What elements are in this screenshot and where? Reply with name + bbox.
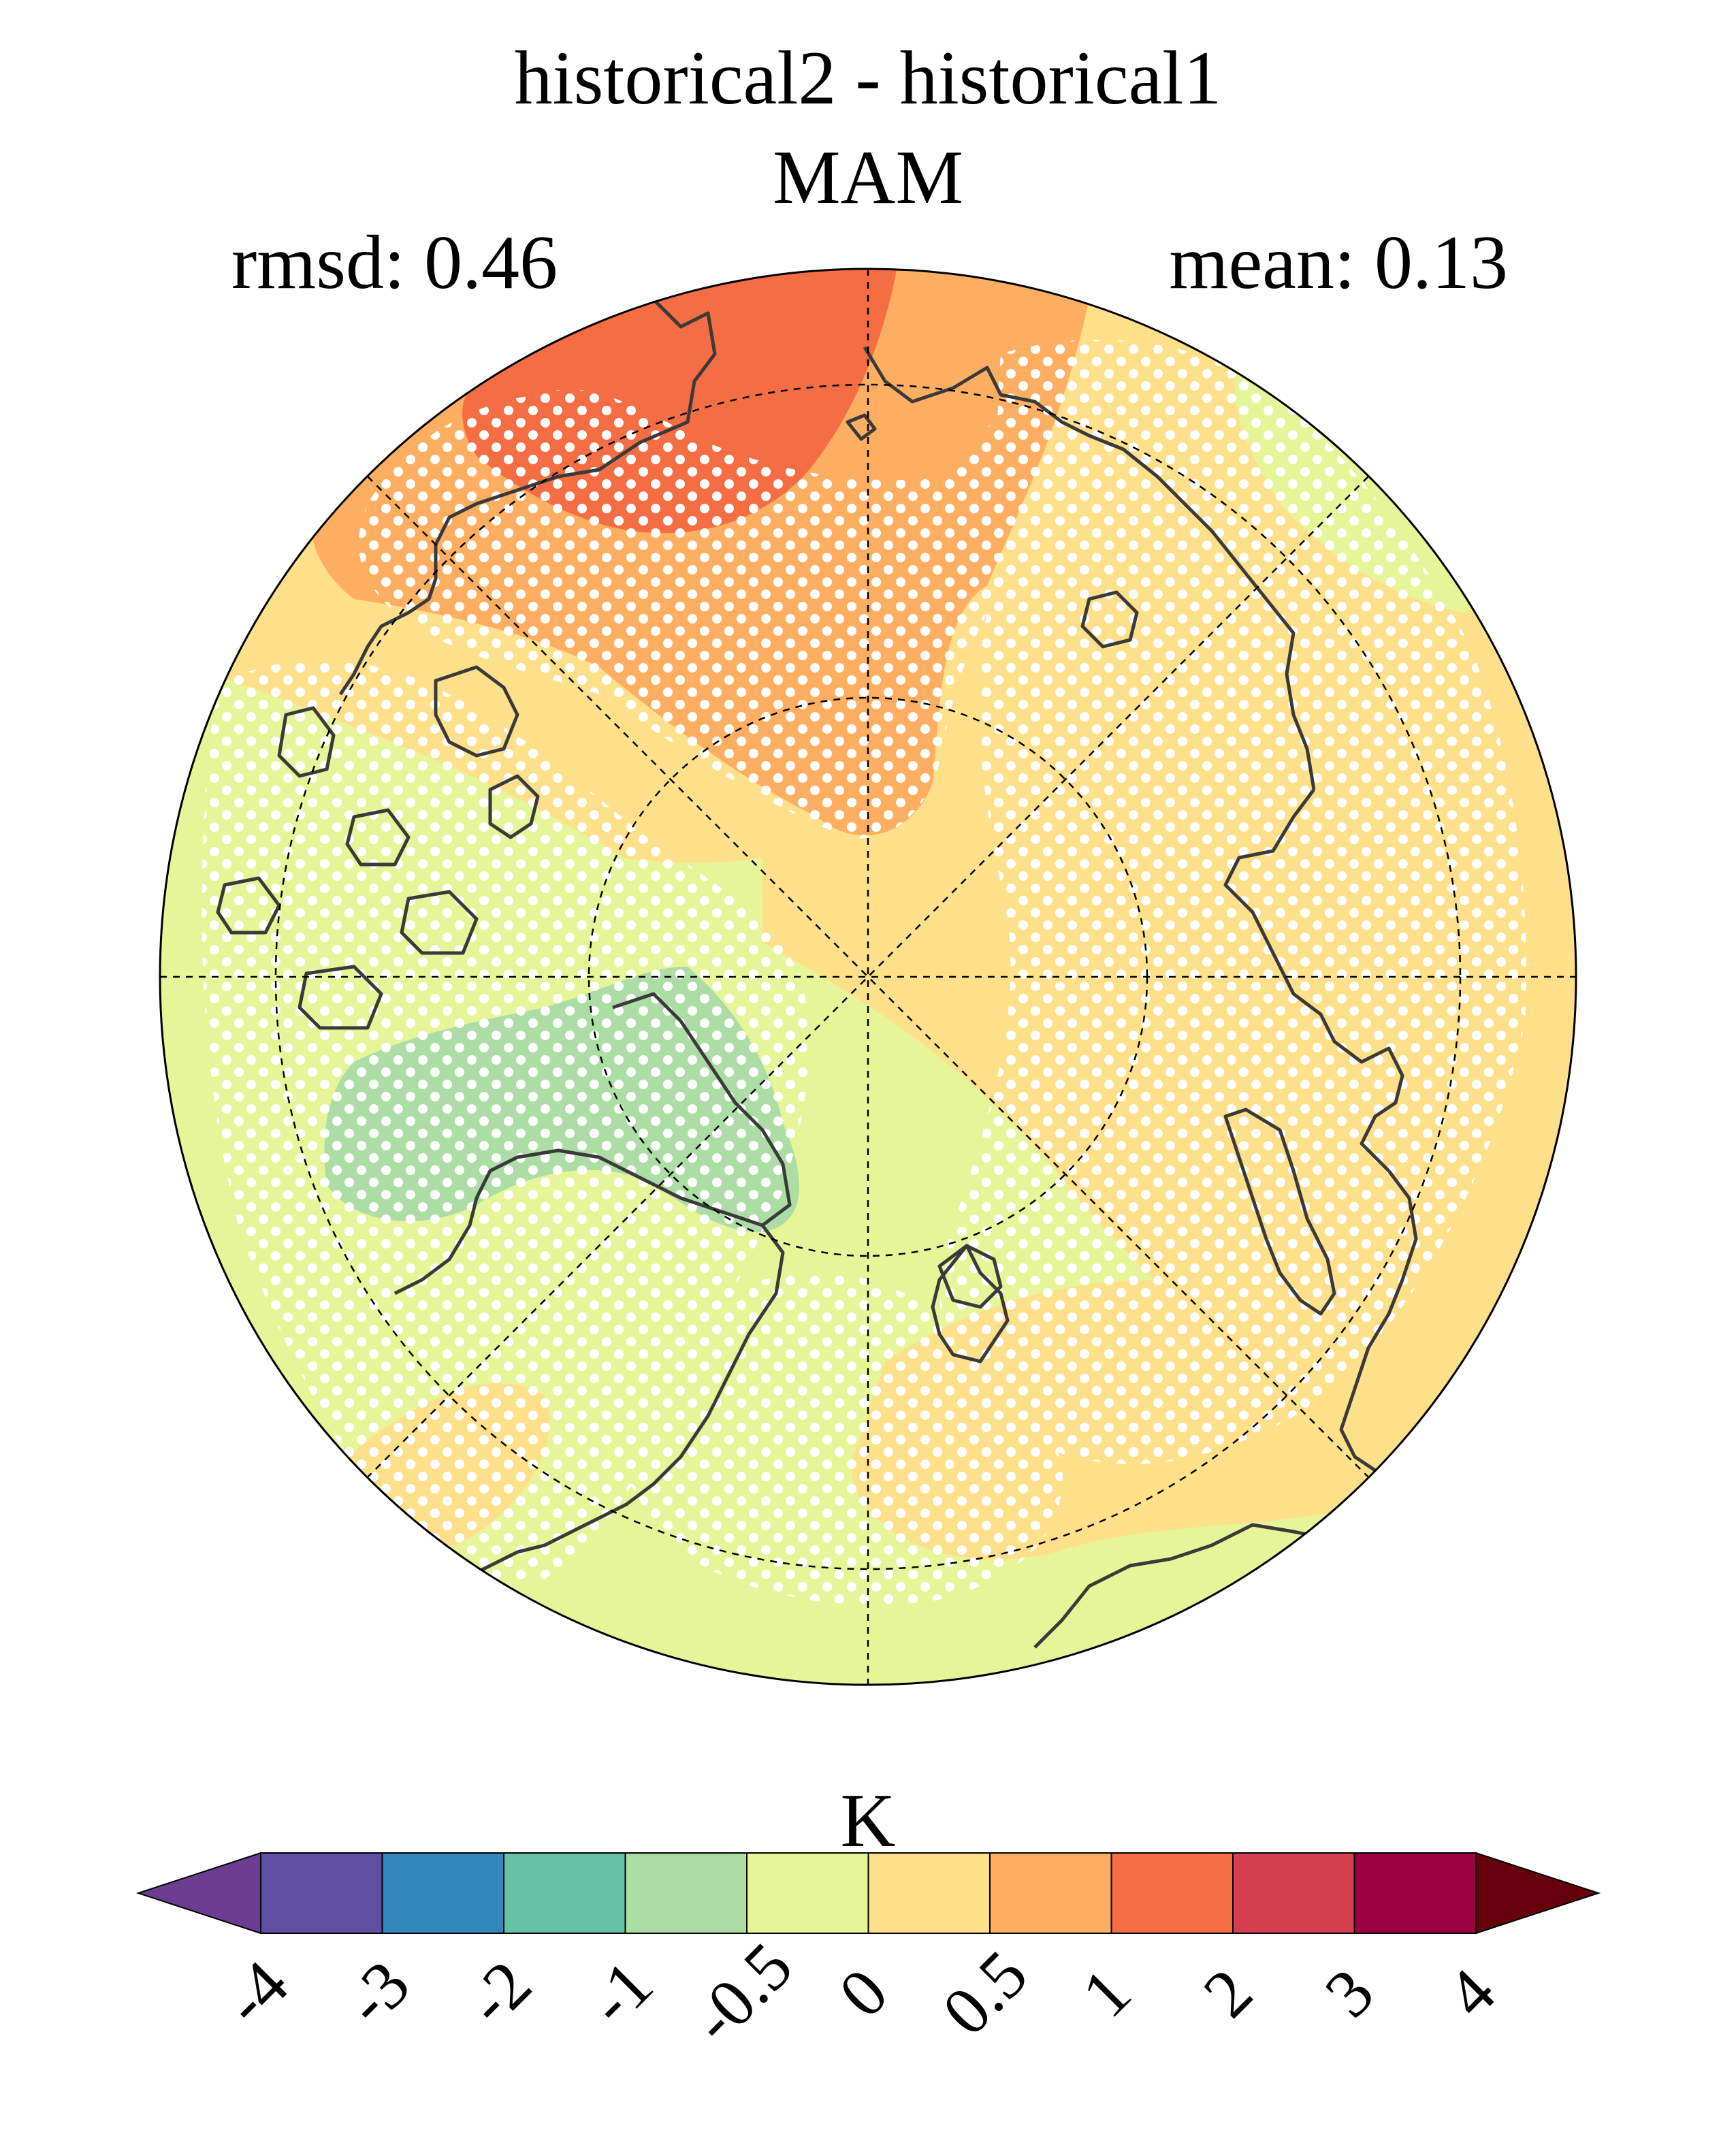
- graticule: [160, 269, 1576, 1685]
- coast-small-island: [846, 413, 877, 441]
- coast-hudson: [1223, 1108, 1336, 1316]
- colorbar-tick-label: -1: [573, 1946, 666, 2039]
- colorbar-tick-label: -4: [209, 1946, 302, 2039]
- colorbar-segment: [624, 1852, 748, 1934]
- stipple-south: [609, 1274, 1063, 1605]
- coast-greenland: [931, 1244, 1010, 1363]
- colorbar-segment: [1110, 1852, 1234, 1934]
- meridian-135-315: [367, 476, 1369, 1478]
- colorbar-segment: [1353, 1852, 1477, 1934]
- coast-novaya-zemlya: [488, 774, 540, 839]
- coastlines: [216, 298, 1418, 1649]
- coast-europe: [462, 1224, 785, 1581]
- coast-wrangel: [1080, 590, 1139, 649]
- colorbar-tick-label: 0.5: [928, 1936, 1042, 2050]
- colorbar-tick-label: -2: [452, 1946, 545, 2039]
- colorbar-tick-labels: -4 -3 -2 -1 -0.5 0 0.5 1 2 3 4: [209, 1928, 1510, 2057]
- mean-label: mean: 0.13: [1169, 221, 1508, 305]
- coast-svalbard: [434, 665, 519, 758]
- colorbar: K -4 -3 -2 -1 -0.5 0 0.5 1 2 3 4: [135, 1779, 1601, 2058]
- colorbar-segment: [1232, 1852, 1355, 1934]
- map-boundary: [159, 268, 1577, 1686]
- colorbar-extend-under: [135, 1852, 261, 1935]
- colorbar-tick-label: 1: [1067, 1954, 1145, 2032]
- colorbar-segment: [381, 1852, 504, 1934]
- colorbar-segment: [503, 1852, 626, 1934]
- rmsd-label: rmsd: 0.46: [231, 221, 558, 305]
- colorbar-tick-label: 2: [1189, 1954, 1267, 2032]
- coast-siberia-north: [863, 346, 1316, 790]
- colorbar-tick-label: 4: [1432, 1954, 1510, 2032]
- colorbar-tick-label: 3: [1311, 1954, 1388, 2032]
- colorbar-segment: [746, 1852, 869, 1934]
- colorbar-extend-over: [1475, 1852, 1601, 1935]
- stipple-east: [939, 340, 1526, 1464]
- colorbar-segment: [260, 1852, 383, 1934]
- title-line-2: MAM: [773, 135, 963, 220]
- colorbar-segments: [135, 1852, 1601, 1935]
- colorbar-segment: [989, 1852, 1112, 1934]
- coast-islands-west: [216, 706, 479, 1030]
- colorbar-tick-label: -3: [330, 1946, 423, 2039]
- polar-map: [159, 268, 1577, 1686]
- colorbar-tick-label: -0.5: [677, 1928, 806, 2057]
- colorbar-unit-label: K: [841, 1779, 896, 1863]
- meridian-45-225: [367, 476, 1369, 1478]
- coast-siberia: [338, 298, 717, 696]
- colorbar-segment: [867, 1852, 991, 1934]
- stipple-north: [358, 354, 1076, 839]
- coast-alaska-yukon: [1223, 788, 1404, 1172]
- coast-iceland: [937, 1244, 1003, 1309]
- colorbar-tick-label: 0: [824, 1954, 902, 2032]
- title-line-1: historical2 - historical1: [515, 36, 1222, 120]
- coast-scandinavia: [393, 992, 792, 1295]
